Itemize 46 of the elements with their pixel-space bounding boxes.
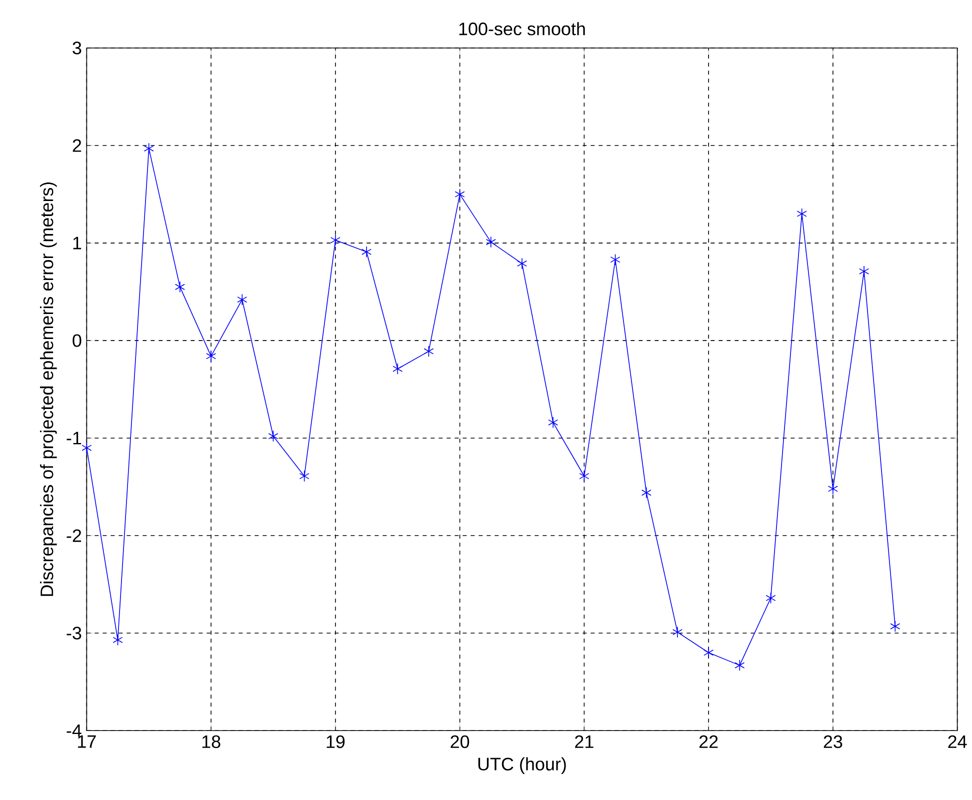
point bbox=[890, 620, 900, 632]
y-tick-label: -3 bbox=[66, 626, 82, 640]
y-tick-label: 3 bbox=[72, 42, 82, 54]
point bbox=[454, 188, 465, 200]
x-tick-label: 23 bbox=[824, 735, 842, 748]
point bbox=[268, 430, 278, 442]
point bbox=[516, 258, 528, 270]
point bbox=[704, 646, 714, 658]
point bbox=[859, 266, 870, 278]
point bbox=[579, 470, 590, 482]
point bbox=[486, 236, 496, 248]
point bbox=[112, 634, 123, 646]
x-tick-label: 18 bbox=[202, 735, 220, 748]
x-tick-label: 17 bbox=[78, 735, 96, 748]
y-tick-label: -2 bbox=[66, 529, 82, 542]
point bbox=[174, 281, 185, 293]
point bbox=[362, 246, 372, 258]
point bbox=[734, 660, 745, 672]
point bbox=[144, 142, 154, 154]
point bbox=[548, 416, 558, 428]
point bbox=[672, 626, 682, 638]
y-tick-label: -1 bbox=[66, 432, 82, 444]
x-tick-label: 20 bbox=[450, 735, 470, 748]
point bbox=[330, 234, 340, 246]
y-tick-label: 0 bbox=[72, 334, 82, 347]
point bbox=[299, 470, 310, 482]
y-axis-title: Discrepancies of projected ephemeris error (meters) bbox=[40, 182, 57, 596]
x-tick-label: 22 bbox=[699, 735, 718, 748]
y-tick-label: -4 bbox=[66, 724, 82, 737]
point bbox=[796, 208, 807, 220]
point bbox=[424, 346, 434, 358]
point bbox=[828, 483, 838, 495]
x-axis-title: UTC (hour) bbox=[478, 757, 566, 774]
x-tick-label: 21 bbox=[575, 735, 594, 748]
point bbox=[82, 442, 92, 454]
point bbox=[392, 363, 403, 375]
y-tick-label: 1 bbox=[73, 236, 82, 250]
point bbox=[766, 592, 776, 604]
chart-title: 100-sec smooth bbox=[459, 22, 585, 36]
x-tick-label: 24 bbox=[948, 735, 967, 748]
point bbox=[641, 486, 652, 498]
point bbox=[610, 254, 620, 266]
point bbox=[237, 294, 248, 306]
y-tick-label: 2 bbox=[72, 139, 82, 152]
point bbox=[206, 350, 216, 362]
x-tick-label: 19 bbox=[326, 735, 345, 748]
